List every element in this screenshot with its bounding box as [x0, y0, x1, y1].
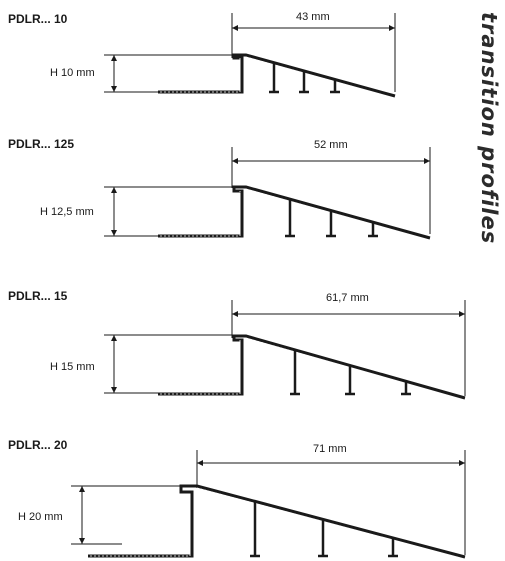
- width-label-1: 43 mm: [296, 11, 330, 23]
- profile-4: [71, 450, 466, 559]
- height-label-2: H 12,5 mm: [40, 206, 94, 218]
- width-label-2: 52 mm: [314, 139, 348, 151]
- profile-title-3: PDLR... 15: [8, 289, 68, 303]
- profile-3: [104, 300, 466, 400]
- height-label-4: H 20 mm: [18, 511, 63, 523]
- profile-2: [104, 147, 431, 240]
- width-label-4: 71 mm: [313, 443, 347, 455]
- profile-title-2: PDLR... 125: [8, 137, 75, 151]
- profile-title-1: PDLR... 10: [8, 12, 68, 26]
- profile-title-4: PDLR... 20: [8, 438, 68, 452]
- width-label-3: 61,7 mm: [326, 292, 369, 304]
- profile-1: [104, 13, 396, 98]
- height-label-1: H 10 mm: [50, 67, 95, 79]
- height-label-3: H 15 mm: [50, 361, 95, 373]
